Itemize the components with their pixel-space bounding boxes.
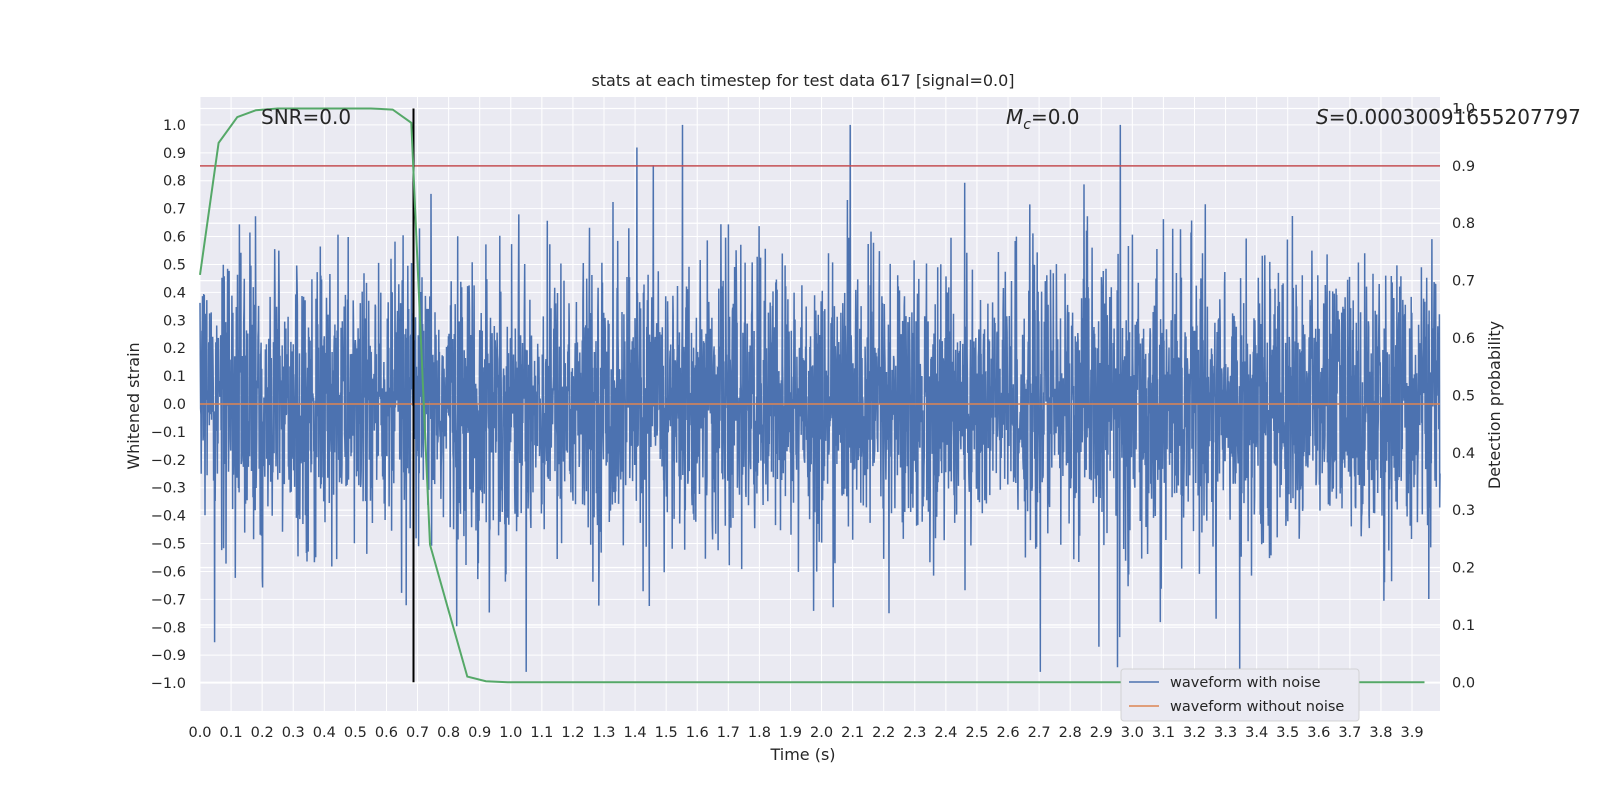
y2-tick-label: 0.6 [1452, 331, 1475, 347]
y-tick-label: −0.6 [151, 564, 186, 580]
y-tick-label: −0.8 [151, 620, 186, 636]
s-symbol: S [1316, 105, 1329, 129]
y-tick-label: 0.7 [163, 202, 186, 218]
y-tick-label: −1.0 [151, 676, 186, 692]
y-tick-label: 0.3 [163, 313, 186, 329]
x-tick-label: 3.2 [1183, 725, 1206, 741]
mc-symbol: M [1006, 105, 1023, 129]
x-tick-label: 1.4 [624, 725, 647, 741]
snr-annotation: SNR=0.0 [261, 105, 351, 129]
x-tick-label: 3.7 [1338, 725, 1361, 741]
y-tick-label: 0.1 [163, 369, 186, 385]
y2-tick-label: 0.1 [1452, 618, 1475, 634]
legend-label-noisy: waveform with noise [1170, 675, 1321, 691]
y-tick-label: 1.0 [163, 118, 186, 134]
x-tick-label: 3.0 [1121, 725, 1144, 741]
noisy-waveform-line [199, 124, 1441, 672]
x-tick-label: 3.5 [1276, 725, 1299, 741]
y2-tick-label: 0.8 [1452, 216, 1475, 232]
x-tick-label: 2.9 [1090, 725, 1113, 741]
y2-tick-label: 0.4 [1452, 446, 1475, 462]
x-tick-label: 0.4 [313, 725, 336, 741]
x-tick-label: 3.3 [1214, 725, 1237, 741]
x-tick-label: 2.6 [996, 725, 1019, 741]
y2-tick-label: 0.3 [1452, 503, 1475, 519]
x-tick-label: 0.8 [437, 725, 460, 741]
s-value: =0.00030091655207797 [1329, 105, 1581, 129]
y-tick-label: −0.2 [151, 453, 186, 469]
x-tick-label: 1.7 [717, 725, 740, 741]
y2-axis-label: Detection probability [1485, 321, 1504, 489]
y2-tick-labels: 1.0 0.9 0.8 0.7 0.6 0.5 0.4 0.3 0.2 0.1 0.0 [1452, 101, 1475, 691]
y-tick-label: 0.5 [163, 257, 186, 273]
x-tick-label: 1.5 [655, 725, 678, 741]
y-tick-label: 0.0 [163, 397, 186, 413]
x-axis-label: Time (s) [769, 745, 835, 764]
x-tick-label: 2.0 [810, 725, 833, 741]
x-tick-label: 1.2 [561, 725, 584, 741]
x-tick-label: 1.1 [530, 725, 553, 741]
x-tick-label: 3.9 [1400, 725, 1423, 741]
y-tick-label: −0.1 [151, 425, 186, 441]
x-tick-label: 0.2 [251, 725, 274, 741]
y-tick-label: −0.4 [151, 509, 186, 525]
legend-box [1120, 668, 1360, 722]
y-tick-label: −0.9 [151, 648, 186, 664]
series-detection-probability [199, 107, 1425, 684]
series-waveform-with-noise [199, 124, 1441, 672]
x-tick-label: 2.3 [903, 725, 926, 741]
x-tick-label: 0.6 [375, 725, 398, 741]
y2-tick-label: 0.5 [1452, 388, 1475, 404]
x-tick-label: 2.1 [841, 725, 864, 741]
x-tick-label: 1.0 [499, 725, 522, 741]
y-tick-label: −0.3 [151, 481, 186, 497]
y-tick-label: 0.8 [163, 174, 186, 190]
y-tick-label: 0.6 [163, 230, 186, 246]
chart-title: stats at each timestep for test data 617… [591, 71, 1014, 90]
y-tick-label: 0.9 [163, 146, 186, 162]
x-tick-label: 0.5 [344, 725, 367, 741]
y2-tick-label: 1.0 [1452, 101, 1475, 117]
s-annotation: S=0.00030091655207797 [1316, 105, 1581, 129]
y2-tick-label: 0.2 [1452, 561, 1475, 577]
y-tick-label: −0.5 [151, 537, 186, 553]
y2-tick-label: 0.0 [1452, 675, 1475, 691]
reference-lines [200, 108, 1440, 683]
x-tick-label: 2.5 [965, 725, 988, 741]
y-tick-label: 0.4 [163, 285, 186, 301]
x-tick-label: 2.4 [934, 725, 957, 741]
x-tick-label: 3.1 [1152, 725, 1175, 741]
x-tick-label: 0.1 [220, 725, 243, 741]
x-tick-label: 1.8 [748, 725, 771, 741]
y2-tick-label: 0.9 [1452, 159, 1475, 175]
x-tick-label: 3.8 [1369, 725, 1392, 741]
legend-label-clean: waveform without noise [1170, 699, 1344, 715]
x-tick-labels: 0.0 0.1 0.2 0.3 0.4 0.5 0.6 0.7 0.8 0.9 1.0 1.1 1.2 1… [188, 725, 1423, 741]
y2-tick-label: 0.7 [1452, 274, 1475, 290]
y-tick-label: 0.2 [163, 341, 186, 357]
x-tick-label: 2.7 [1028, 725, 1051, 741]
x-tick-label: 1.9 [779, 725, 802, 741]
x-tick-label: 3.4 [1245, 725, 1268, 741]
y-tick-labels: 1.0 0.9 0.8 0.7 0.6 0.5 0.4 0.3 0.2 0.1 0.0 −0.1 −0.… [151, 118, 186, 692]
x-tick-label: 1.6 [686, 725, 709, 741]
x-tick-label: 2.8 [1059, 725, 1082, 741]
mc-value: =0.0 [1031, 105, 1080, 129]
mc-subscript: c [1023, 117, 1031, 133]
x-tick-label: 0.0 [188, 725, 211, 741]
x-tick-label: 3.6 [1307, 725, 1330, 741]
y-tick-label: −0.7 [151, 592, 186, 608]
x-tick-label: 2.2 [872, 725, 895, 741]
x-tick-label: 0.3 [282, 725, 305, 741]
detection-probability-line [199, 107, 1425, 684]
legend: waveform with noise waveform without noi… [1120, 668, 1360, 722]
y-axis-label: Whitened strain [124, 342, 143, 469]
chirp-mass-annotation: Mc=0.0 [1006, 105, 1080, 133]
x-tick-label: 1.3 [592, 725, 615, 741]
x-tick-label: 0.9 [468, 725, 491, 741]
x-tick-label: 0.7 [406, 725, 429, 741]
